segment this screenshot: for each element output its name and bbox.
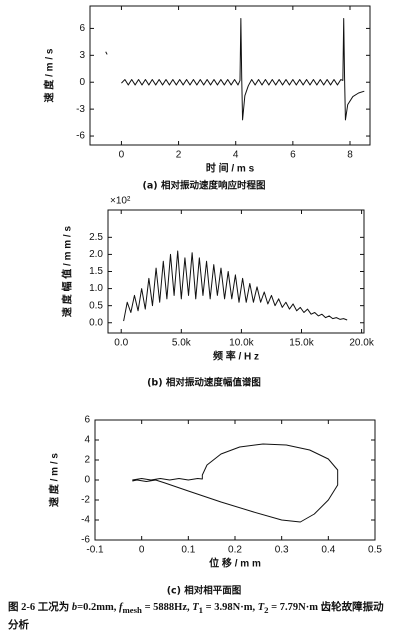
y-tick-label: 4 (84, 435, 90, 446)
x-tick-label: 0 (139, 545, 145, 556)
caption-text: = 7.79N·m 齿轮故障振动分析 (8, 602, 384, 632)
y-tick-label: 2.0 (89, 249, 103, 260)
data-line (105, 18, 365, 121)
x-tick-label: 15.0k (289, 338, 314, 349)
caption-text: T (192, 602, 199, 613)
x-tick-label: 4 (233, 150, 239, 161)
figure: 0 2 4 6 8 -6 -3 0 3 6 时 间 / m s 速 度 / m / s (a) 相对振动… (43, 5, 383, 597)
x-tick-label: 2 (176, 150, 182, 161)
caption-text: b (71, 602, 78, 613)
caption-text: 1 (198, 605, 204, 616)
y-axis-title: 速 度 幅 值 / m m / s (61, 226, 74, 318)
caption-text: = 5888Hz, (141, 602, 193, 613)
caption-text: T (257, 602, 265, 613)
y-tick-label: 0.5 (89, 300, 103, 311)
chart: 0.0 5.0k 10.0k 15.0k 20.0k 0.0 0.5 1.0 1.5 2.0 2.5… (61, 196, 375, 389)
caption-text: 2 (264, 605, 269, 616)
plot-frame (89, 5, 371, 146)
subfigure-caption: (a) 相对振动速度响应时程图 (143, 180, 266, 192)
chart: -0.1 0 0.1 0.2 0.3 0.4 0.5 -6 -4 -2 0 2 4 6 位 移 / m m 速… (48, 415, 383, 597)
x-axis-title: 位 移 / m m (209, 557, 261, 570)
x-tick-label: 6 (290, 150, 296, 161)
y-axis-title: 速 度 / m / s (48, 453, 61, 507)
x-tick-label: 0.1 (181, 545, 195, 556)
caption-text: =0.2mm, (77, 602, 119, 613)
caption-text: mesh (122, 605, 142, 616)
y-tick-label: -6 (81, 535, 90, 546)
y-tick-label: 2.5 (89, 232, 103, 243)
y-tick-label: 1.5 (89, 266, 103, 277)
x-axis-title: 频 率 / H z (213, 350, 259, 363)
x-tick-label: 5.0k (172, 338, 192, 349)
x-tick-label: 8 (347, 150, 353, 161)
chart: 0 2 4 6 8 -6 -3 0 3 6 时 间 / m s 速 度 / m / s (a) 相对振动… (43, 5, 371, 192)
x-tick-label: -0.1 (86, 545, 104, 556)
y-tick-label: -4 (81, 515, 90, 526)
x-tick-label: 0.3 (275, 545, 289, 556)
y-tick-label: -3 (76, 104, 85, 115)
y-tick-label: 0.0 (89, 317, 103, 328)
x-tick-label: 20.0k (349, 338, 374, 349)
x-tick-label: 0.5 (368, 545, 382, 556)
y-tick-label: 0 (84, 475, 90, 486)
x-tick-label: 0 (119, 150, 125, 161)
y-tick-label: -2 (81, 495, 90, 506)
caption-text: = 3.98N·m, (203, 602, 258, 613)
y-tick-label: 1.0 (89, 283, 103, 294)
y-axis-title: 速 度 / m / s (43, 48, 56, 102)
y-tick-label: -6 (76, 131, 85, 142)
y-tick-label: 0 (79, 77, 85, 88)
x-tick-label: 10.0k (229, 338, 254, 349)
axis-multiplier: ×10² (110, 196, 131, 207)
figure-caption: 图 2-6 工况为 b=0.2mm, fmesh = 5888Hz, T1 = … (8, 600, 388, 633)
x-axis-title: 时 间 / m s (206, 162, 255, 175)
subfigure-caption: (c) 相对相平面图 (167, 585, 242, 597)
x-tick-label: 0.0 (114, 338, 128, 349)
y-tick-label: 2 (84, 455, 90, 466)
subfigure-caption: (b) 相对振动速度幅值谱图 (147, 377, 261, 389)
y-tick-label: 6 (79, 23, 85, 34)
y-tick-label: 3 (79, 50, 85, 61)
x-tick-label: 0.4 (321, 545, 335, 556)
plot-frame (107, 209, 365, 334)
data-line (123, 250, 348, 322)
data-line (132, 443, 339, 523)
x-tick-label: 0.2 (228, 545, 242, 556)
caption-text: f (118, 602, 123, 613)
y-tick-label: 6 (84, 415, 90, 426)
caption-text: 图 2-6 工况为 (8, 602, 72, 613)
